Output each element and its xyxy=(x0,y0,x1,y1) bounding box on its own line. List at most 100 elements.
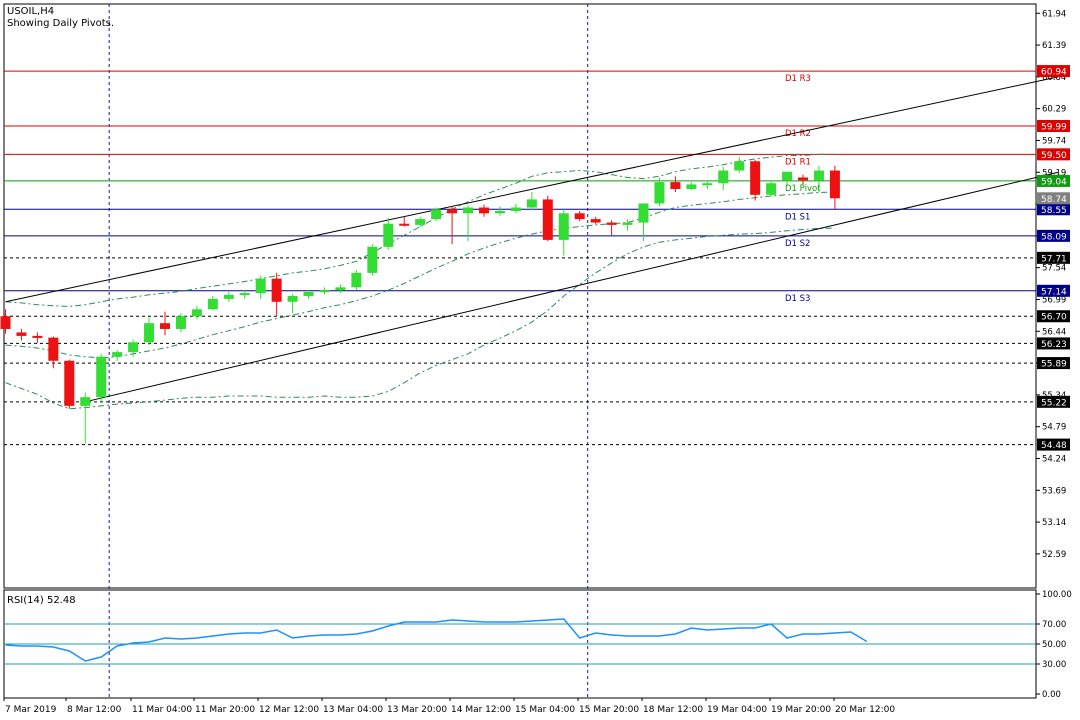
candle-body xyxy=(574,213,585,220)
price-tick-label: 60.29 xyxy=(1042,105,1066,115)
channel-line-upper xyxy=(5,76,1059,303)
candle-body xyxy=(670,182,681,190)
candle-body xyxy=(48,337,59,361)
candle-body xyxy=(542,199,553,240)
candle xyxy=(526,191,537,211)
candle-body xyxy=(160,323,170,329)
level-price-tag-bg xyxy=(1037,395,1070,408)
candle xyxy=(479,204,489,217)
candle xyxy=(16,328,27,341)
candle xyxy=(415,216,426,228)
vertical-grid-layer xyxy=(108,4,589,698)
candle-body xyxy=(303,291,314,296)
candle xyxy=(335,284,346,294)
candle xyxy=(223,291,234,302)
candle xyxy=(239,290,250,299)
rsi-axis-layer: 100.00 70.00 50.00 30.00 0.00 xyxy=(1036,590,1072,700)
pivot-price-tag-bg xyxy=(1037,120,1070,133)
candle-body xyxy=(207,298,218,310)
candle-body xyxy=(16,332,27,336)
price-tick-label: 52.59 xyxy=(1042,550,1066,560)
rsi-tick-label: 70.00 xyxy=(1042,620,1066,630)
candle xyxy=(319,287,330,295)
candle-body xyxy=(622,222,633,225)
level-price-tag-bg xyxy=(1037,438,1070,451)
level-price-tag-bg xyxy=(1037,337,1070,350)
candle-body xyxy=(510,207,521,212)
price-tick-label: 54.79 xyxy=(1042,423,1066,433)
candle-body xyxy=(494,211,505,214)
time-tick-label: 8 Mar 12:00 xyxy=(67,705,122,715)
pivot-label-d1-s3: D1 S3 xyxy=(785,294,810,304)
candle xyxy=(718,167,729,191)
candle xyxy=(606,220,617,236)
candle-body xyxy=(383,223,394,247)
rsi-line xyxy=(5,618,868,662)
candle-body xyxy=(750,161,761,195)
chart-subtitle: Showing Daily Pivots. xyxy=(7,18,114,29)
candle xyxy=(367,243,378,276)
level-price-tag: 55.22 xyxy=(1041,398,1067,408)
candles-layer xyxy=(0,157,840,444)
candle xyxy=(112,349,123,361)
candle xyxy=(191,305,202,320)
candle xyxy=(80,392,91,444)
candle xyxy=(144,317,155,346)
candle xyxy=(702,180,713,190)
candle xyxy=(48,336,59,369)
bollinger-upper xyxy=(5,153,835,307)
time-tick-label: 13 Mar 20:00 xyxy=(387,705,447,715)
price-panel-frame xyxy=(3,3,1037,589)
time-tick-label: 19 Mar 20:00 xyxy=(771,705,831,715)
candle xyxy=(0,309,11,334)
pivot-price-tag: 59.04 xyxy=(1041,177,1067,187)
candle-body xyxy=(638,203,649,223)
candle xyxy=(813,165,824,192)
candle-body xyxy=(335,287,346,291)
price-tick-label: 61.39 xyxy=(1042,41,1066,51)
candle xyxy=(383,217,394,250)
candle-body xyxy=(32,335,43,338)
level-price-tag: 55.89 xyxy=(1041,360,1067,370)
candle-body xyxy=(526,199,537,208)
time-tick-label: 12 Mar 12:00 xyxy=(259,705,319,715)
candle xyxy=(670,176,681,192)
pivot-price-tag-bg xyxy=(1037,148,1070,161)
price-tick-label: 61.94 xyxy=(1042,9,1066,19)
level-price-tag: 56.70 xyxy=(1041,313,1067,323)
price-tick-label: 53.14 xyxy=(1042,518,1066,528)
candle xyxy=(64,359,75,409)
level-price-tag: 57.71 xyxy=(1041,254,1067,264)
candle xyxy=(766,180,777,196)
price-tags-layer: 57.71 56.70 56.23 55.89 55.22 54.48 60.94 59.99… xyxy=(1037,65,1070,451)
candle-body xyxy=(829,170,840,199)
pivot-price-tag: 59.50 xyxy=(1041,151,1067,161)
pivot-label-d1-r3: D1 R3 xyxy=(785,74,811,84)
time-tick-label: 15 Mar 20:00 xyxy=(579,705,639,715)
candle xyxy=(431,207,442,221)
time-tick-label: 13 Mar 04:00 xyxy=(323,705,383,715)
candle xyxy=(128,339,139,357)
candle xyxy=(255,275,266,299)
candle-body xyxy=(766,183,777,195)
candle xyxy=(207,296,218,311)
candle xyxy=(638,203,649,242)
rsi-title: RSI(14) 52.48 xyxy=(7,595,76,606)
candle-body xyxy=(64,360,75,406)
candle xyxy=(750,160,761,201)
candle xyxy=(351,269,362,291)
candle-body xyxy=(431,209,442,220)
pivot-price-tag: 60.94 xyxy=(1041,68,1067,78)
time-axis-layer: 7 Mar 2019 8 Mar 12:00 11 Mar 04:00 11 Mar … xyxy=(3,698,895,715)
bollinger-bands-layer xyxy=(5,153,835,410)
pivot-label-d1-r1: D1 R1 xyxy=(785,157,811,167)
last-price-tag: 58.74 xyxy=(1041,195,1067,205)
price-tick-label: 56.99 xyxy=(1042,295,1066,305)
level-price-tag: 54.48 xyxy=(1041,441,1067,451)
channel-lines-layer xyxy=(5,76,1059,403)
price-tick-label: 56.44 xyxy=(1042,327,1066,337)
rsi-layer xyxy=(4,618,1036,665)
candle xyxy=(654,177,665,207)
pivot-label-d1-r2: D1 R2 xyxy=(785,129,811,139)
